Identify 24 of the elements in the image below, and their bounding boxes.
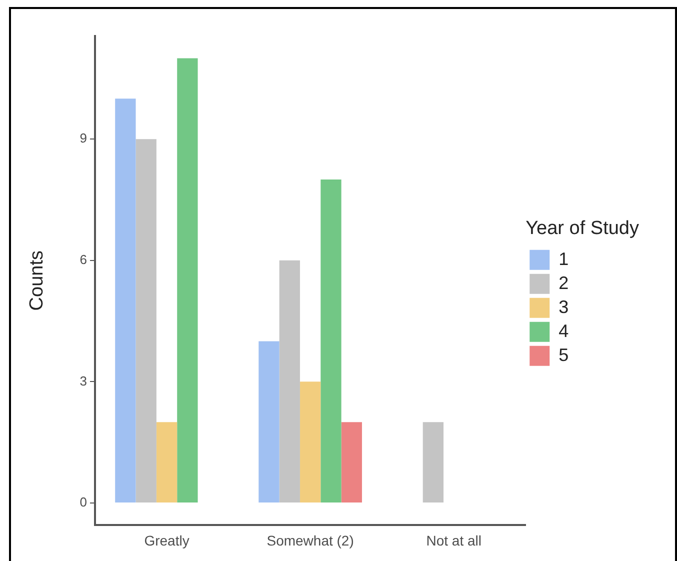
legend-label: 2 (558, 272, 569, 293)
bar (136, 139, 156, 502)
x-tick-label: Greatly (144, 532, 190, 548)
bar (320, 180, 342, 502)
bar (177, 58, 198, 502)
legend-label: 5 (558, 344, 569, 365)
legend-title: Year of Study (526, 218, 640, 239)
legend-label: 4 (558, 320, 569, 341)
bar (341, 422, 362, 502)
bar (300, 382, 321, 502)
bar (258, 341, 280, 502)
y-axis-title: Counts (26, 250, 48, 311)
y-tick-label: 3 (80, 373, 87, 388)
y-tick-label: 0 (80, 494, 87, 510)
x-tick-label: Not at all (426, 532, 482, 548)
bar (279, 260, 300, 502)
bar (422, 422, 444, 502)
bar (156, 422, 178, 502)
x-tick-label: Somewhat (2) (266, 532, 354, 548)
y-tick-label: 6 (80, 252, 87, 267)
legend-label: 1 (558, 248, 569, 269)
y-tick-label: 9 (80, 130, 87, 146)
legend-label: 3 (558, 296, 569, 317)
bar (115, 98, 136, 502)
